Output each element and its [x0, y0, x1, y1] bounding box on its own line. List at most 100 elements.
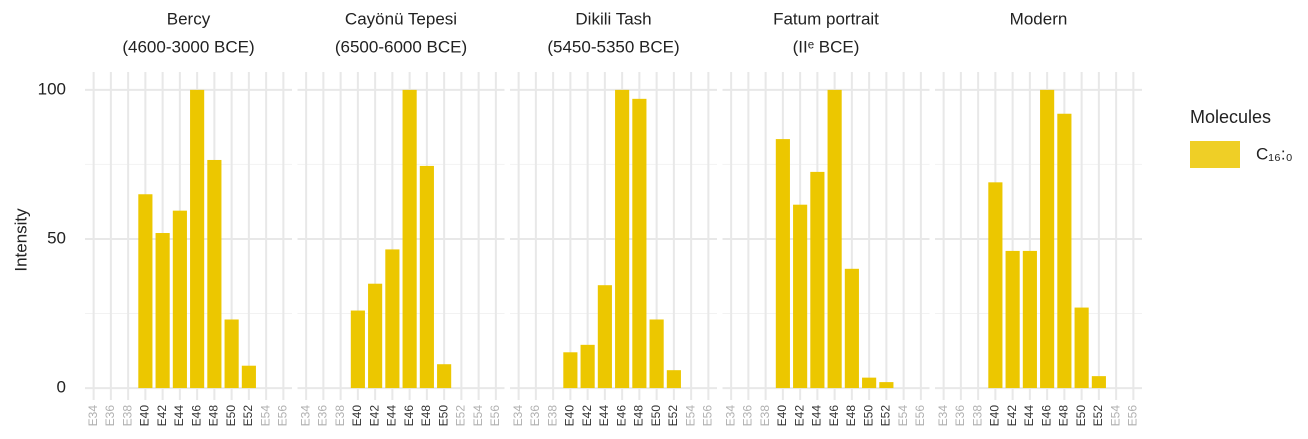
bar [1091, 376, 1106, 389]
x-tick-label: E46 [189, 405, 203, 427]
bar [1022, 250, 1037, 389]
bar [862, 377, 877, 389]
x-tick-label: E52 [879, 405, 893, 427]
x-tick-label: E50 [861, 405, 875, 427]
x-tick-label: E34 [723, 405, 737, 427]
x-tick-label: E40 [138, 405, 152, 427]
bar [155, 233, 170, 389]
x-tick-label: E38 [758, 405, 772, 427]
bar [172, 210, 187, 389]
bar [207, 159, 222, 389]
x-tick-label: E48 [207, 405, 221, 427]
y-tick-label: 100 [38, 79, 66, 98]
bar [224, 319, 239, 389]
x-tick-label: E46 [614, 405, 628, 427]
bar [350, 310, 365, 389]
x-tick-label: E40 [988, 405, 1002, 427]
legend-key [1190, 141, 1240, 168]
bar [580, 344, 595, 389]
bar [666, 370, 681, 389]
facet-title: Bercy [167, 9, 211, 28]
bar [385, 249, 400, 389]
x-tick-label: E50 [1074, 405, 1088, 427]
x-tick-label: E50 [649, 405, 663, 427]
bar [810, 171, 825, 389]
x-tick-label: E46 [1039, 405, 1053, 427]
bar [649, 319, 664, 389]
x-tick-label: E50 [224, 405, 238, 427]
facet-title: Cayönü Tepesi [345, 9, 457, 28]
x-tick-label: E42 [580, 405, 594, 427]
x-tick-label: E52 [666, 405, 680, 427]
x-tick-label: E48 [419, 405, 433, 427]
x-tick-label: E46 [402, 405, 416, 427]
bar [241, 365, 256, 389]
bar [827, 89, 842, 389]
bar [632, 98, 647, 389]
bar [1005, 250, 1020, 389]
x-tick-label: E36 [741, 405, 755, 427]
legend-label: C₁₆:₀ [1256, 144, 1293, 163]
x-tick-label: E54 [258, 405, 272, 427]
bar [402, 89, 417, 389]
x-tick-label: E36 [953, 405, 967, 427]
x-tick-label: E54 [896, 405, 910, 427]
x-tick-label: E52 [241, 405, 255, 427]
y-axis-label: Intensity [11, 208, 30, 272]
x-tick-label: E42 [155, 405, 169, 427]
x-tick-label: E48 [1057, 405, 1071, 427]
facet-title: Modern [1010, 9, 1068, 28]
x-tick-label: E56 [913, 405, 927, 427]
x-tick-label: E56 [1126, 405, 1140, 427]
bar [437, 364, 452, 389]
bar [597, 285, 612, 389]
x-tick-label: E52 [454, 405, 468, 427]
x-tick-label: E36 [103, 405, 117, 427]
x-tick-label: E42 [1005, 405, 1019, 427]
bar [615, 89, 630, 389]
x-tick-label: E38 [970, 405, 984, 427]
x-tick-label: E38 [545, 405, 559, 427]
x-tick-label: E40 [563, 405, 577, 427]
x-tick-label: E40 [775, 405, 789, 427]
x-tick-label: E46 [827, 405, 841, 427]
facet-subtitle: (6500-6000 BCE) [335, 37, 467, 56]
bar [1040, 89, 1055, 389]
x-tick-label: E44 [810, 405, 824, 427]
bar [190, 89, 205, 389]
x-tick-label: E36 [316, 405, 330, 427]
bar [563, 352, 578, 389]
x-tick-label: E34 [298, 405, 312, 427]
x-tick-label: E42 [792, 405, 806, 427]
x-tick-label: E54 [471, 405, 485, 427]
x-tick-label: E52 [1091, 405, 1105, 427]
x-tick-label: E34 [936, 405, 950, 427]
bar [775, 139, 790, 389]
facet-title: Fatum portrait [773, 9, 879, 28]
x-tick-label: E56 [701, 405, 715, 427]
x-tick-label: E40 [350, 405, 364, 427]
x-tick-label: E54 [1108, 405, 1122, 427]
bar [844, 268, 859, 389]
x-tick-label: E36 [528, 405, 542, 427]
legend-title: Molecules [1190, 107, 1271, 127]
x-tick-label: E34 [511, 405, 525, 427]
bar [368, 283, 383, 389]
facet-subtitle: (5450-5350 BCE) [547, 37, 679, 56]
bar [793, 204, 808, 389]
y-tick-label: 50 [47, 228, 66, 247]
bar [879, 382, 894, 389]
x-tick-label: E38 [333, 405, 347, 427]
x-tick-label: E44 [172, 405, 186, 427]
x-tick-label: E48 [632, 405, 646, 427]
bar [988, 182, 1003, 389]
bar [138, 194, 153, 389]
x-tick-label: E44 [385, 405, 399, 427]
facet-subtitle: (4600-3000 BCE) [122, 37, 254, 56]
bar [1057, 113, 1072, 389]
x-tick-label: E50 [436, 405, 450, 427]
x-tick-label: E44 [1022, 405, 1036, 427]
x-tick-label: E44 [597, 405, 611, 427]
